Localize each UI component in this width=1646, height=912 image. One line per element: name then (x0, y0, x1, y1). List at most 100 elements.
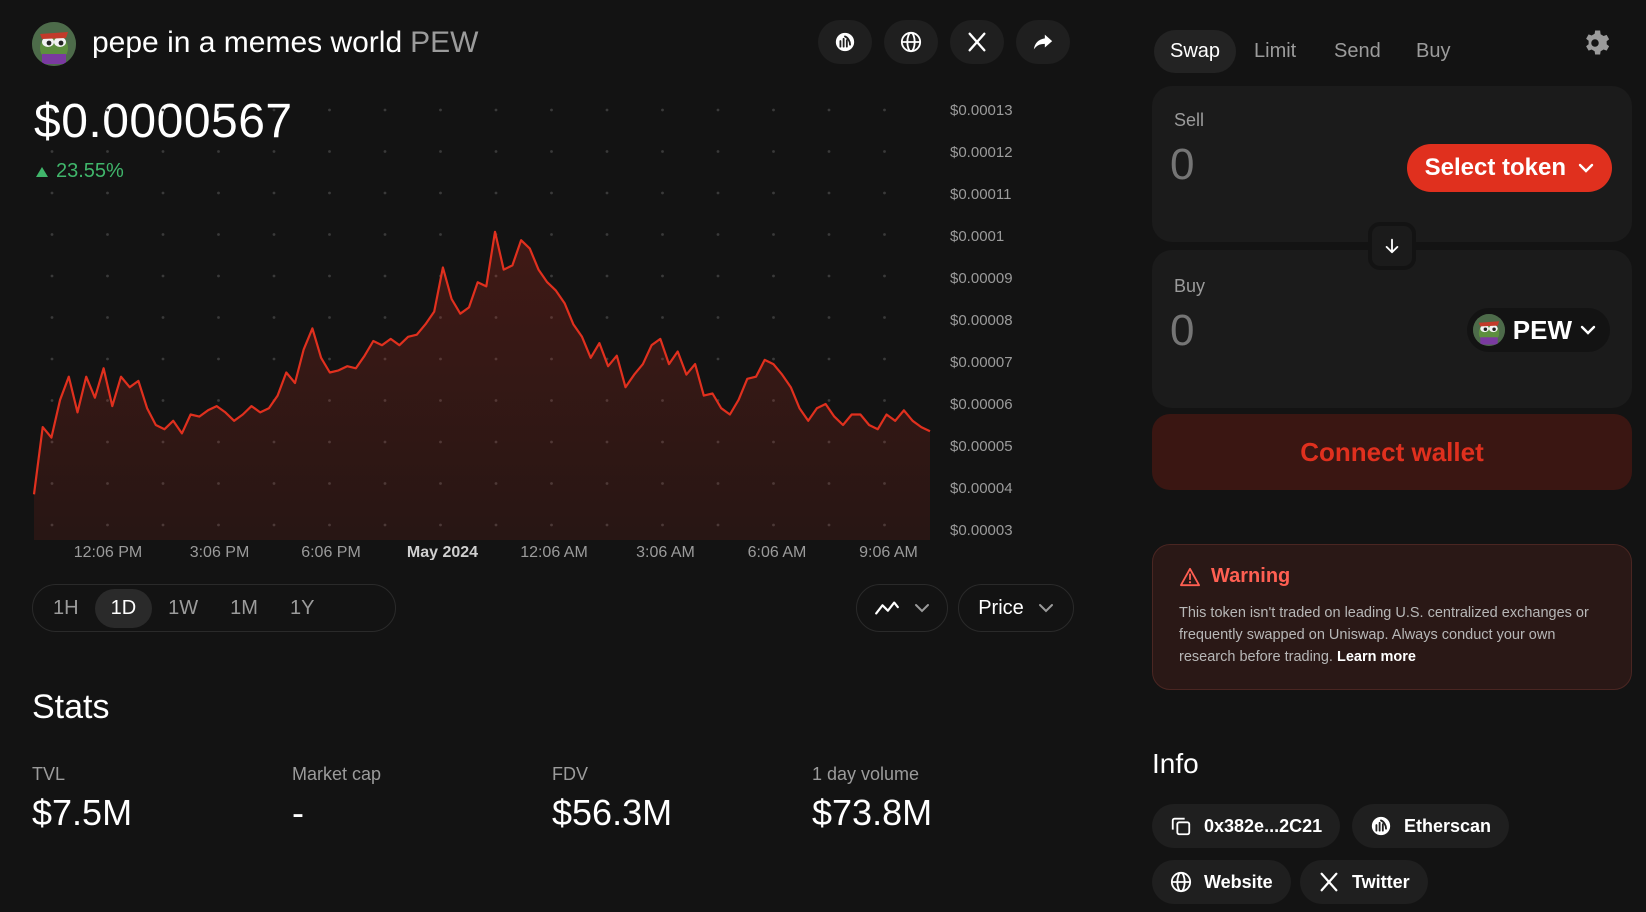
grid-dot (106, 233, 109, 236)
grid-dot (439, 150, 442, 153)
select-token-label: Select token (1424, 154, 1566, 181)
tab-send[interactable]: Send (1334, 40, 1381, 62)
website-link[interactable]: Website (1152, 860, 1291, 904)
grid-dot (50, 316, 54, 319)
globe-icon (1170, 871, 1192, 893)
twitter-link[interactable]: Twitter (1300, 860, 1428, 904)
up-arrow-icon (36, 166, 48, 177)
grid-dot (161, 357, 165, 361)
grid-dot (328, 108, 331, 112)
grid-dot (827, 191, 831, 195)
chart-line (32, 230, 931, 495)
grid-dot (161, 233, 165, 236)
contract-address: 0x382e...2C21 (1204, 815, 1323, 836)
tab-buy[interactable]: Buy (1416, 40, 1451, 62)
buy-token-symbol: PEW (1512, 314, 1572, 345)
y-tick-label: $0.00013 (950, 102, 1013, 119)
grid-dot (50, 150, 54, 153)
grid-dot (217, 274, 220, 278)
sell-card: Sell Select token (1152, 86, 1632, 242)
learn-more-link[interactable]: Learn more (1336, 649, 1416, 665)
share-icon (1033, 34, 1053, 50)
grid-dot (772, 191, 775, 195)
twitter-button[interactable] (950, 20, 1004, 64)
range-1y[interactable]: 1Y (289, 596, 315, 619)
y-tick-label: $0.00011 (950, 186, 1011, 203)
grid-dot (883, 274, 886, 278)
etherscan-link[interactable]: Etherscan (1352, 804, 1510, 848)
stat-tvl-label: TVL (32, 764, 66, 784)
buy-amount-input[interactable] (1170, 306, 1350, 356)
tab-swap[interactable]: Swap (1154, 30, 1237, 73)
chart-area (34, 231, 930, 541)
etherscan-button[interactable] (818, 20, 872, 64)
grid-dot (328, 233, 331, 236)
y-tick-label: $0.00003 (950, 522, 1013, 539)
grid-dot (161, 316, 165, 319)
pew-token-icon (1472, 314, 1505, 346)
range-1m[interactable]: 1M (230, 596, 258, 619)
grid-dot (161, 399, 165, 402)
price-chart[interactable]: $0.00013 $0.00012 $0.00011 $0.0001 $0.00009 $… (0, 90, 1040, 560)
grid-dot (827, 399, 831, 402)
connect-wallet-button[interactable]: Connect wallet (1152, 414, 1632, 490)
sell-amount-input[interactable] (1170, 140, 1350, 190)
token-name: pepe in a memes world (92, 26, 403, 59)
warning-body: This token isn't traded on leading U.S. … (1179, 602, 1605, 668)
x-tick-label: 12:06 AM (520, 544, 588, 560)
website-button[interactable] (884, 20, 938, 64)
x-tick-label: 9:06 AM (859, 544, 918, 560)
x-tick-label: 6:06 AM (748, 544, 807, 560)
buy-token-selector[interactable]: PEW (1466, 308, 1610, 352)
chart-type-dropdown[interactable] (856, 584, 948, 632)
share-button[interactable] (1016, 20, 1070, 64)
grid-dot (272, 274, 276, 278)
grid-dot (772, 316, 775, 319)
grid-dot (328, 150, 331, 153)
warning-triangle-icon (1179, 567, 1200, 586)
grid-dot (605, 233, 609, 236)
swap-direction-button[interactable] (1368, 222, 1416, 270)
warning-text: This token isn't traded on leading U.S. … (1179, 605, 1589, 665)
grid-dot (106, 191, 109, 195)
y-tick-label: $0.00004 (950, 480, 1013, 497)
line-chart-icon (875, 601, 899, 615)
token-price: $0.0000567 (34, 95, 293, 148)
grid-dot (550, 274, 553, 278)
stat-market-cap-label: Market cap (292, 764, 382, 784)
select-token-button[interactable]: Select token (1406, 144, 1612, 192)
grid-dot (272, 150, 276, 153)
grid-dot (272, 357, 276, 361)
grid-dot (383, 191, 387, 195)
grid-dot (217, 357, 220, 361)
grid-dot (661, 108, 664, 112)
range-1h[interactable]: 1H (53, 596, 79, 619)
stat-tvl-value: $7.5M (32, 792, 133, 833)
grid-dot (550, 108, 553, 112)
sell-label: Sell (1174, 110, 1205, 130)
globe-icon (900, 31, 922, 53)
tab-limit[interactable]: Limit (1254, 40, 1297, 62)
chart-metric-dropdown[interactable]: Price (958, 584, 1074, 632)
token-avatar (32, 22, 76, 66)
settings-gear-icon[interactable] (1580, 28, 1610, 58)
buy-label: Buy (1174, 276, 1206, 296)
grid-dot (716, 233, 720, 236)
range-1w[interactable]: 1W (168, 596, 199, 619)
grid-dot (50, 233, 54, 236)
stat-volume-value: $73.8M (812, 792, 933, 833)
grid-dot (661, 274, 664, 278)
grid-dot (217, 108, 220, 112)
warning-box: Warning This token isn't traded on leadi… (1152, 544, 1632, 690)
y-tick-label: $0.00007 (950, 354, 1013, 371)
grid-dot (605, 191, 609, 195)
range-1d[interactable]: 1D (94, 588, 153, 628)
grid-dot (883, 357, 886, 361)
grid-dot (272, 191, 276, 195)
grid-dot (827, 150, 831, 153)
x-axis: 12:06 PM 3:06 PM 6:06 PM May 2024 12:06 AM 3:… (74, 544, 918, 560)
copy-address-button[interactable]: 0x382e...2C21 (1152, 804, 1341, 848)
grid-dot (50, 357, 54, 361)
grid-dot (161, 150, 165, 153)
grid-dot (439, 191, 442, 195)
